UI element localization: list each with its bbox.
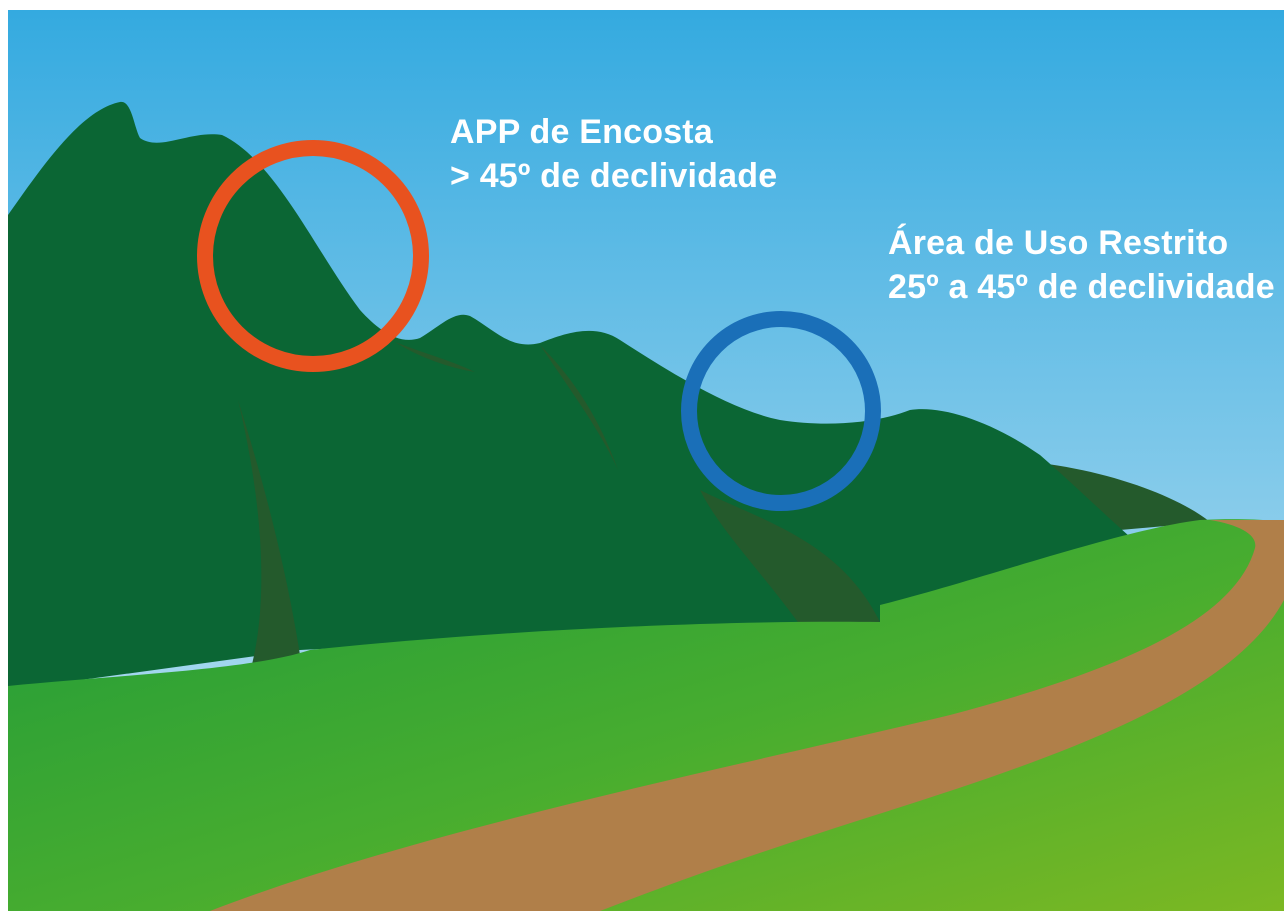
ridge-shadow-middle [700, 490, 880, 625]
steep-slope-circle-marker [197, 140, 429, 372]
ridge-shadow-saddle [395, 342, 475, 372]
moderate-slope-circle-marker [681, 311, 881, 511]
grass-ground [8, 519, 1284, 911]
restricted-use-subtitle: 25º a 45º de declividade [888, 268, 1275, 306]
dirt-path [210, 520, 1284, 911]
steep-slope-subtitle: > 45º de declividade [450, 157, 777, 195]
steep-slope-title: APP de Encosta [450, 113, 714, 151]
restricted-use-title: Área de Uso Restrito [888, 224, 1228, 262]
ridge-shadow-left [238, 400, 300, 672]
